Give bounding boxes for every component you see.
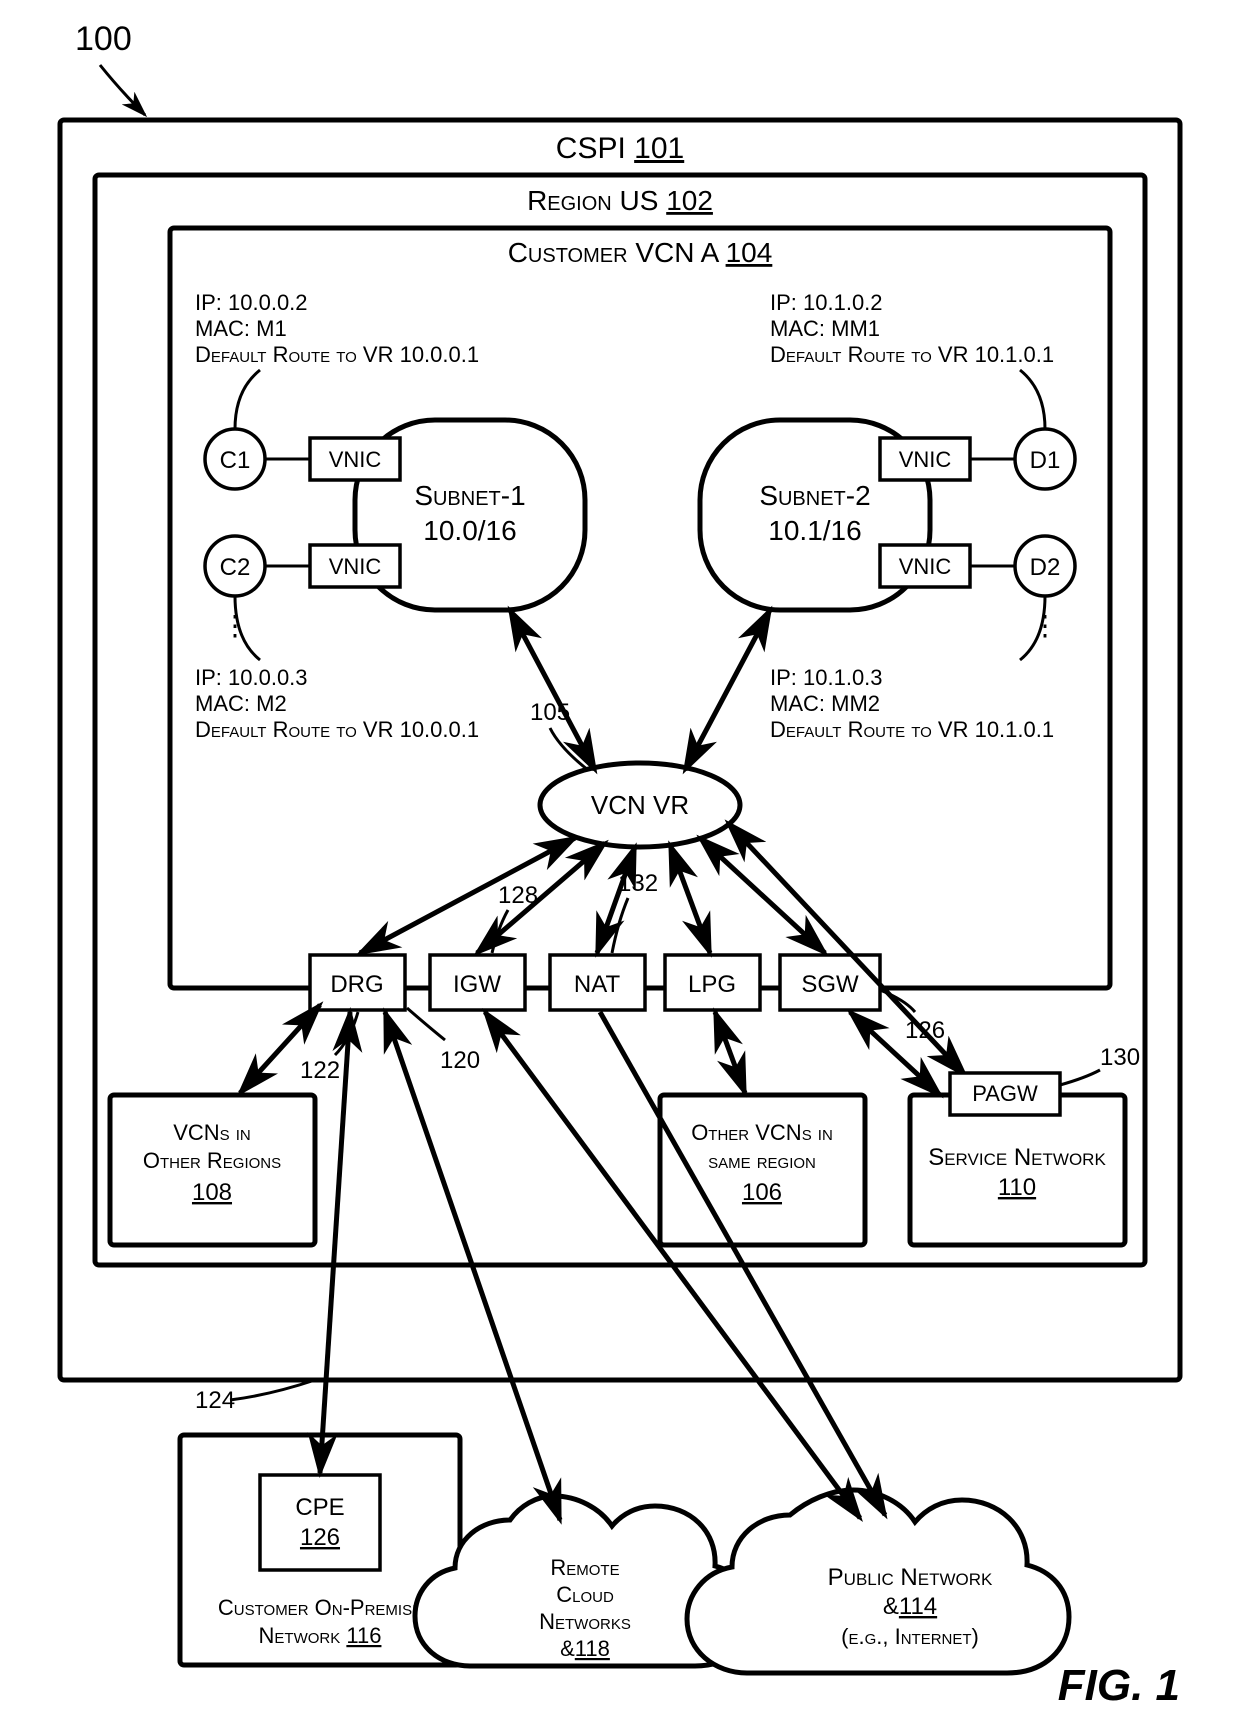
remote-cloud-l3: Networks	[539, 1609, 631, 1634]
figure-canvas: 100 CSPI 101 Region US 102 Customer VCN …	[0, 0, 1240, 1721]
subnet1-cidr: 10.0/16	[423, 515, 516, 546]
d1-vnic: VNIC	[899, 447, 952, 472]
d2-ip: IP: 10.1.0.3	[770, 665, 883, 690]
svg-text:LPG: LPG	[688, 971, 736, 998]
remote-cloud-ref: &118	[560, 1636, 610, 1661]
c1-vnic: VNIC	[329, 447, 382, 472]
other-vcns-l2: same region	[708, 1148, 816, 1173]
vr-label: VCN VR	[591, 790, 689, 820]
d2-label: D2	[1030, 554, 1061, 581]
pagw-ptr: 130	[1100, 1044, 1140, 1071]
gateway-igw: IGW	[430, 955, 525, 1010]
drg-ptr-right: 120	[440, 1047, 480, 1074]
figure-caption: FIG. 1	[1058, 1661, 1180, 1710]
d1-label: D1	[1030, 447, 1061, 474]
onprem-l1: Customer On-Premise	[218, 1595, 422, 1620]
vcn-title: Customer VCN A 104	[508, 237, 773, 268]
drg-ptr-below: 122	[300, 1057, 340, 1084]
svg-text:SGW: SGW	[801, 971, 859, 998]
other-vcns-ref: 106	[742, 1179, 782, 1206]
cspi-title: CSPI 101	[556, 132, 684, 165]
subnet1-name: Subnet-1	[414, 480, 525, 511]
gateway-lpg: LPG	[665, 955, 760, 1010]
subnet2-cidr: 10.1/16	[768, 515, 861, 546]
c2-route: Default Route to VR 10.0.0.1	[195, 717, 479, 742]
public-net-ref: &114	[883, 1593, 937, 1620]
c1-mac: MAC: M1	[195, 316, 287, 341]
c2-ip: IP: 10.0.0.3	[195, 665, 308, 690]
c2-vnic: VNIC	[329, 554, 382, 579]
d2-mac: MAC: MM2	[770, 691, 880, 716]
public-net-sub: (e.g., Internet)	[841, 1624, 979, 1649]
subnet2-name: Subnet-2	[759, 480, 870, 511]
gateway-drg: DRG	[310, 955, 405, 1010]
gateway-nat: NAT	[550, 955, 645, 1010]
cpe-box	[260, 1475, 380, 1570]
svg-text:IGW: IGW	[453, 971, 501, 998]
cpe-ref: 126	[300, 1524, 340, 1551]
c1-label: C1	[220, 447, 251, 474]
fig-ref-100: 100	[75, 20, 132, 58]
service-net-label: Service Network	[928, 1144, 1106, 1171]
d1-ip: IP: 10.1.0.2	[770, 290, 883, 315]
c1-route: Default Route to VR 10.0.0.1	[195, 342, 479, 367]
vcns-other-l2: Other Regions	[143, 1148, 281, 1173]
d1-mac: MAC: MM1	[770, 316, 880, 341]
gateway-sgw: SGW	[780, 955, 880, 1010]
callout-100-arrow	[100, 65, 145, 115]
public-net-l1: Public Network	[828, 1564, 993, 1591]
remote-cloud-l1: Remote	[550, 1555, 619, 1580]
vcns-other-ref: 108	[192, 1179, 232, 1206]
svg-text:NAT: NAT	[574, 971, 621, 998]
d2-vnic: VNIC	[899, 554, 952, 579]
svg-text:DRG: DRG	[330, 971, 383, 998]
c2-mac: MAC: M2	[195, 691, 287, 716]
onprem-ptr: 124	[195, 1387, 235, 1414]
d1-route: Default Route to VR 10.1.0.1	[770, 342, 1054, 367]
service-net-ref: 110	[998, 1174, 1036, 1201]
d2-route: Default Route to VR 10.1.0.1	[770, 717, 1054, 742]
c1-ip: IP: 10.0.0.2	[195, 290, 308, 315]
other-vcns-l1: Other VCNs in	[691, 1120, 833, 1145]
region-title: Region US 102	[527, 185, 713, 216]
vcns-other-l1: VCNs in	[173, 1120, 251, 1145]
onprem-l2: Network 116	[259, 1623, 382, 1648]
onprem-ptr-lead	[230, 1380, 315, 1400]
remote-cloud-l2: Cloud	[556, 1582, 614, 1607]
cpe-label: CPE	[295, 1494, 344, 1521]
pagw-label: PAGW	[972, 1081, 1038, 1106]
c2-label: C2	[220, 554, 251, 581]
